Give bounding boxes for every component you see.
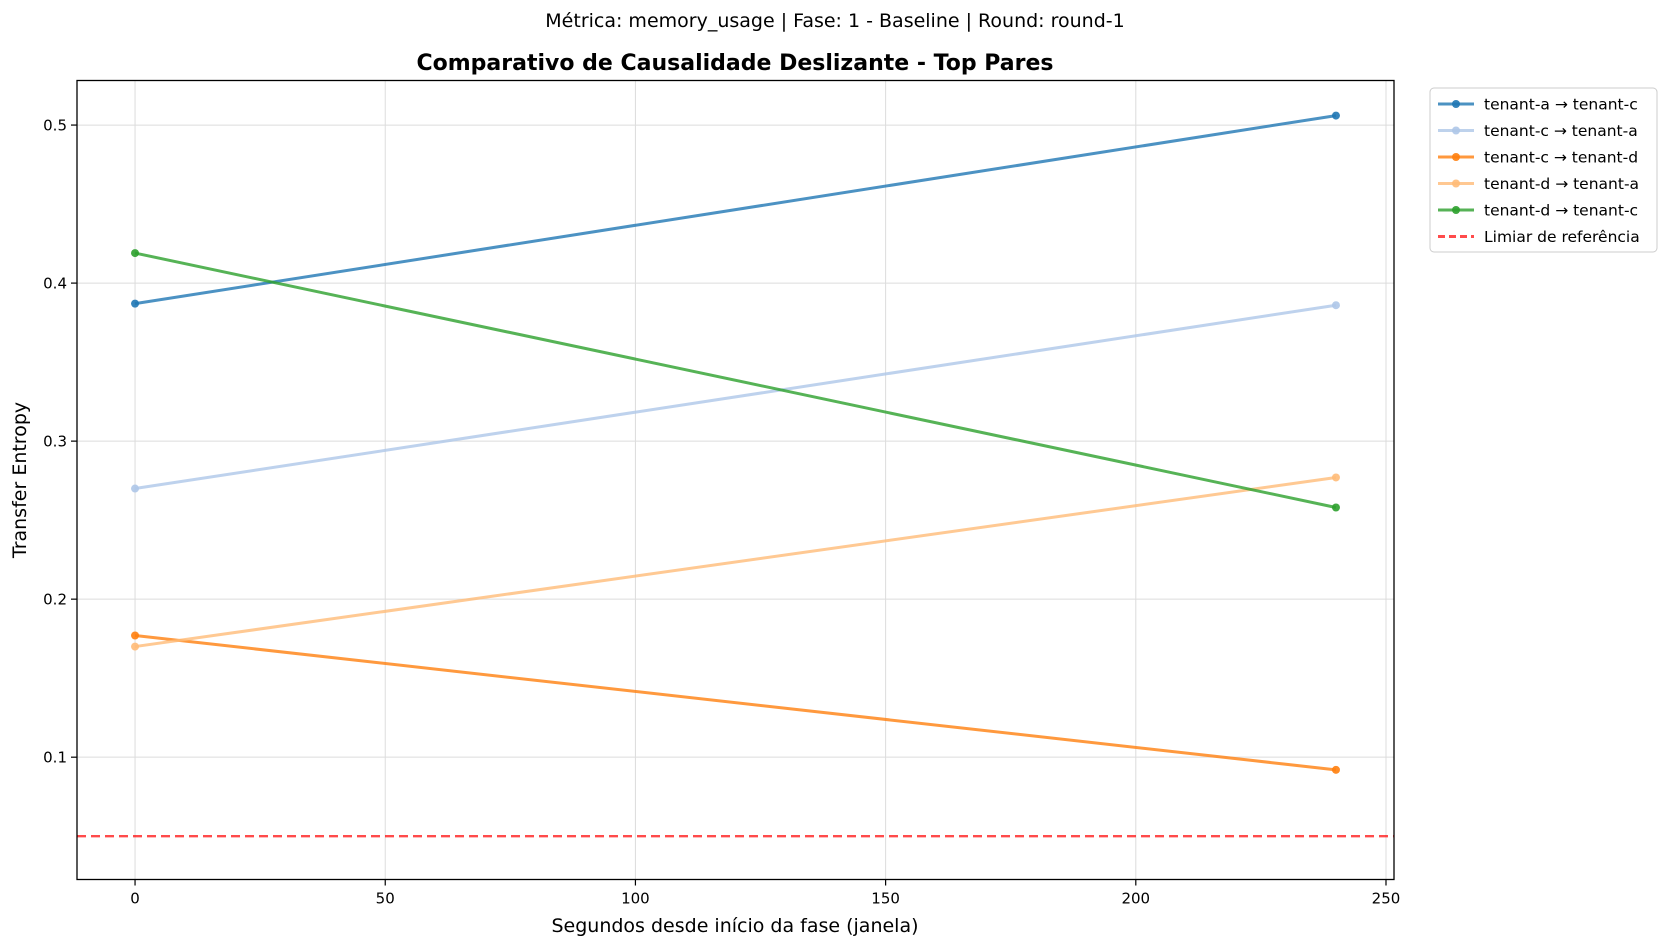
series-line (134, 114, 1337, 306)
series-line (134, 475, 1337, 649)
x-tick-label: 200 (1121, 890, 1150, 908)
y-tick-label: 0.5 (43, 117, 67, 135)
legend-marker (1452, 126, 1460, 135)
x-tick-label: 50 (376, 890, 395, 908)
legend-entry: tenant-d → tenant-c (1438, 202, 1638, 220)
x-tick-label: 0 (130, 890, 140, 908)
legend-label: tenant-d → tenant-a (1484, 175, 1639, 193)
legend-entry: tenant-a → tenant-c (1438, 96, 1638, 114)
legend-label: tenant-d → tenant-c (1484, 202, 1638, 220)
x-tick-label: 150 (871, 890, 900, 908)
legend-marker (1452, 153, 1460, 161)
data-point (131, 249, 140, 258)
chart-title: Comparativo de Causalidade Deslizante - … (417, 51, 1054, 76)
legend: tenant-a → tenant-c tenant-c → tenant-a te… (1429, 87, 1658, 253)
legend-entry: tenant-c → tenant-d (1438, 149, 1638, 167)
y-tick-label: 0.1 (43, 749, 67, 767)
data-point (1331, 473, 1340, 482)
series-1 (131, 111, 1340, 308)
data-point (131, 642, 140, 651)
series-line (134, 303, 1337, 491)
series-line (134, 634, 1337, 772)
x-axis-label: Segundos desde início da fase (janela) (551, 915, 918, 937)
data-point (131, 299, 140, 308)
legend-marker (1452, 206, 1460, 214)
data-point (1331, 765, 1340, 774)
legend-label: tenant-c → tenant-d (1484, 149, 1638, 167)
legend-frame (1429, 87, 1658, 253)
series-5 (131, 249, 1340, 512)
legend-label: Limiar de referência (1484, 228, 1640, 246)
x-tick-label: 250 (1372, 890, 1401, 908)
legend-entry: Limiar de referência (1438, 228, 1640, 246)
data-point (1331, 301, 1340, 310)
legend-marker (1452, 179, 1460, 188)
y-axis-label: Transfer Entropy (9, 402, 31, 559)
grid (77, 80, 1394, 880)
y-tick-label: 0.2 (43, 591, 67, 609)
y-tick-label: 0.3 (43, 433, 67, 451)
data-point (1331, 503, 1340, 512)
chart-suptitle: Métrica: memory_usage | Fase: 1 - Baseli… (545, 10, 1124, 32)
series-4 (131, 473, 1340, 651)
y-tick-label: 0.4 (43, 275, 67, 293)
data-point (131, 631, 140, 640)
legend-entry: tenant-d → tenant-a (1438, 175, 1639, 193)
x-tick-label: 100 (621, 890, 650, 908)
plot-frame (76, 79, 1395, 881)
series-3 (131, 631, 1340, 774)
legend-label: tenant-c → tenant-a (1484, 122, 1638, 140)
legend-entry: tenant-c → tenant-a (1438, 122, 1638, 140)
ticks: 0 50 100 150 200 250 0.1 0.2 0.3 0.4 0.5 (43, 117, 1400, 908)
series-layer (131, 111, 1340, 774)
legend-label: tenant-a → tenant-c (1484, 96, 1638, 114)
series-2 (131, 301, 1340, 493)
series-line (134, 251, 1337, 509)
data-point (1331, 111, 1340, 120)
legend-marker (1452, 100, 1460, 108)
data-point (131, 484, 140, 493)
